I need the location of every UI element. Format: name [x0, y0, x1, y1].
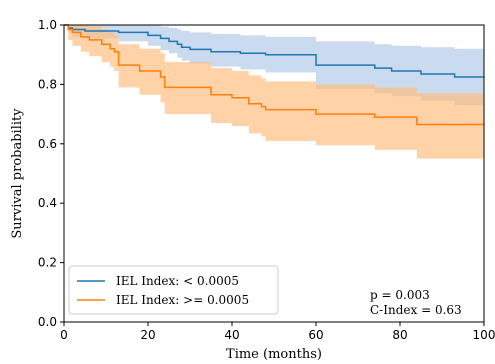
- legend-box: [68, 265, 279, 315]
- x-axis-label: Time (months): [226, 347, 322, 362]
- confidence-band-low: [64, 25, 484, 106]
- confidence-band-high: [64, 25, 484, 159]
- x-tick-label: 60: [308, 328, 323, 342]
- y-tick-label: 0.6: [38, 137, 57, 151]
- y-tick-label: 0.8: [38, 77, 57, 91]
- survival-curve-high: [64, 24, 484, 126]
- survival-curves: [64, 24, 484, 126]
- p-value-annotation: p = 0.003: [370, 288, 430, 302]
- x-axis-ticks: 0 20 40 60 80 100: [60, 322, 495, 342]
- y-tick-label: 1.0: [38, 18, 57, 32]
- y-tick-label: 0.4: [38, 196, 57, 210]
- y-tick-label: 0.0: [38, 315, 57, 329]
- confidence-bands: [64, 25, 484, 159]
- y-axis-label: Survival probability: [10, 108, 25, 239]
- x-tick-label: 80: [392, 328, 407, 342]
- plot-frame: [63, 24, 485, 323]
- y-axis-ticks: 0.0 0.2 0.4 0.6 0.8 1.0: [38, 18, 64, 329]
- x-tick-label: 0: [60, 328, 68, 342]
- survival-curve-low: [64, 24, 484, 78]
- x-tick-label: 100: [473, 328, 495, 342]
- legend-label-high: IEL Index: >= 0.0005: [116, 293, 249, 307]
- c-index-annotation: C-Index = 0.63: [370, 303, 462, 317]
- legend-label-low: IEL Index: < 0.0005: [116, 274, 239, 288]
- y-tick-label: 0.2: [38, 256, 57, 270]
- x-tick-label: 20: [140, 328, 155, 342]
- legend: IEL Index: < 0.0005 IEL Index: >= 0.0005: [68, 265, 279, 315]
- x-tick-label: 40: [224, 328, 239, 342]
